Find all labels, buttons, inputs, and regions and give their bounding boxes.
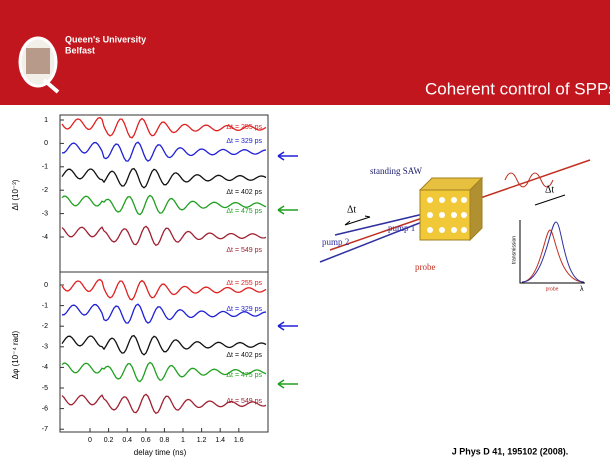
y-label: ΔI (10⁻³) <box>11 179 20 210</box>
y-tick-label: -1 <box>42 302 48 309</box>
x-tick-label: 1.6 <box>234 437 244 444</box>
logo-text: Queen's University <box>65 34 146 44</box>
delay-label: Δt = 329 ps <box>226 138 262 145</box>
citation: J Phys D 41, 195102 (2008). <box>452 446 569 456</box>
x-label: delay time (ns) <box>134 448 187 457</box>
delay-label: Δt = 549 ps <box>226 247 262 254</box>
y-tick-label: -7 <box>42 426 48 433</box>
slide: Queen's University Belfast Coherent cont… <box>0 0 610 461</box>
y-tick-label: -4 <box>42 234 48 241</box>
y-tick-label: -3 <box>42 344 48 351</box>
delay-label: Δt = 402 ps <box>226 189 262 196</box>
y-label: Δφ (10⁻⁴ rad) <box>11 330 20 379</box>
diagram-label: standing SAW <box>370 166 423 176</box>
x-tick-label: 1 <box>181 437 185 444</box>
y-tick-label: -2 <box>42 323 48 330</box>
y-tick-label: 1 <box>44 117 48 124</box>
y-tick-label: -6 <box>42 405 48 412</box>
x-tick-label: 0.2 <box>104 437 114 444</box>
y-tick-label: -1 <box>42 164 48 171</box>
delay-label: Δt = 549 ps <box>226 398 262 405</box>
delay-label: Δt = 255 ps <box>226 280 262 287</box>
delay-label: Δt = 329 ps <box>226 306 262 313</box>
logo-shield <box>26 48 50 74</box>
y-tick-label: -4 <box>42 364 48 371</box>
delay-label: Δt = 402 ps <box>226 352 262 359</box>
x-tick-label: 0.8 <box>160 437 170 444</box>
diagram-label: transmission <box>511 236 517 264</box>
y-tick-label: -3 <box>42 210 48 217</box>
diagram-label: probe <box>546 286 559 292</box>
y-tick-label: 0 <box>44 282 48 289</box>
diagram-label: pump 1 <box>388 223 415 233</box>
delay-label: Δt = 475 ps <box>226 208 262 215</box>
x-tick-label: 0.6 <box>141 437 151 444</box>
y-tick-label: -2 <box>42 187 48 194</box>
x-tick-label: 1.2 <box>197 437 207 444</box>
y-tick-label: -5 <box>42 385 48 392</box>
diagram-label: probe <box>415 262 436 272</box>
x-tick-label: 1.4 <box>215 437 225 444</box>
diagram-label: pump 2 <box>322 237 349 247</box>
slide-title: Coherent control of SPPs <box>425 79 610 98</box>
y-tick-label: 0 <box>44 140 48 147</box>
x-tick-label: 0.4 <box>122 437 132 444</box>
logo-text: Belfast <box>65 45 95 55</box>
diagram-label: Δt <box>545 184 554 195</box>
delay-label: Δt = 475 ps <box>226 372 262 379</box>
x-tick-label: 0 <box>88 437 92 444</box>
diagram-label: λ <box>580 286 584 293</box>
delay-label: Δt = 255 ps <box>226 124 262 131</box>
diagram-label: Δt <box>347 204 356 215</box>
